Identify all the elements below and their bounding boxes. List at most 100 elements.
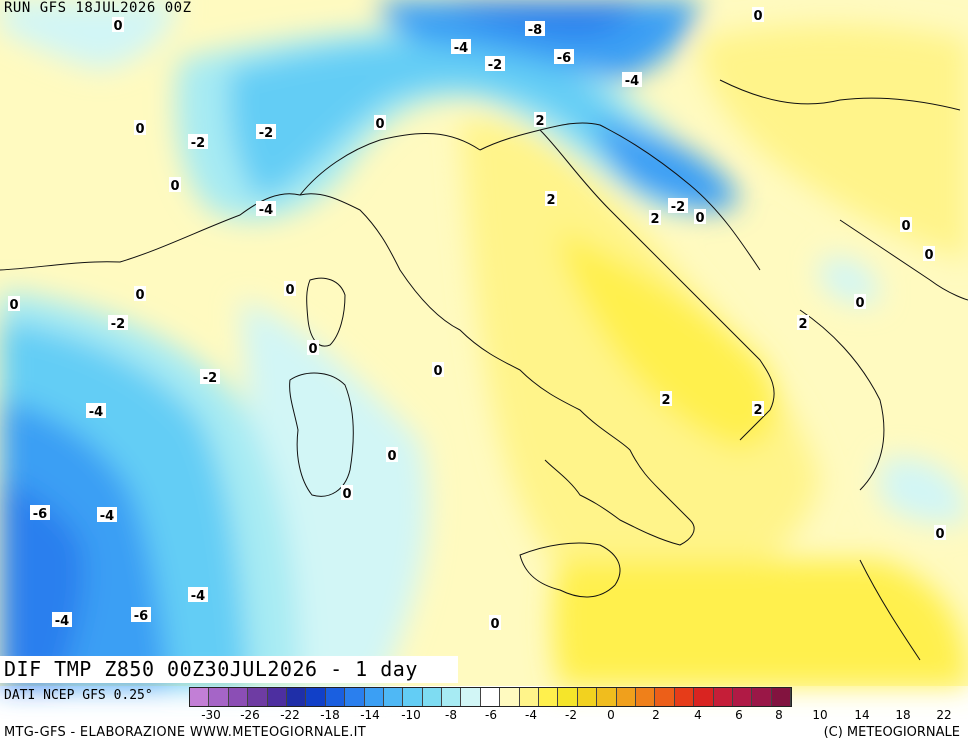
legend-tick-label: -6 [485,708,497,722]
contour-label: 0 [285,283,294,298]
legend-tick-label: -30 [201,708,221,722]
contour-label-bg [451,39,471,54]
contour-label: -8 [528,23,542,38]
legend-swatch [306,688,326,706]
contour-label-bg [86,403,106,418]
contour-label-bg [134,286,146,301]
contour-label-bg [649,210,661,225]
legend-tick-label: 14 [854,708,870,722]
legend-swatch [732,688,753,706]
legend-swatch [694,688,714,706]
legend-tick-label: -26 [240,708,260,722]
contour-label-bg [854,294,866,309]
legend-swatch [422,688,443,706]
contour-label-bg [489,615,501,630]
legend-swatch [713,688,733,706]
contour-label: 0 [113,19,122,34]
legend-tick-label: 18 [895,708,911,722]
contour-label: -2 [111,317,125,332]
coastlines [0,79,968,661]
contour-label-bg [694,209,706,224]
contour-label: 2 [753,403,762,418]
contour-label: 2 [546,193,555,208]
contour-label-bg [797,315,809,330]
contour-label-bg [622,72,642,87]
anomaly-field [0,0,968,686]
legend-swatch [539,688,559,706]
contour-label: 0 [901,219,910,234]
contour-label-bg [934,525,946,540]
legend-tick-label: -18 [320,708,340,722]
contour-label: 0 [9,298,18,313]
legend-swatch [655,688,675,706]
contour-label-bg [112,17,124,32]
contour-label: -4 [259,203,273,218]
contour-label: -4 [454,41,468,56]
contour-label: -2 [488,58,502,73]
contour-label: -4 [89,405,103,420]
legend-swatch [771,688,792,706]
contour-label-bg [386,447,398,462]
contour-label-bg [545,191,557,206]
legend-tick-label: -22 [280,708,300,722]
legend-tick-label: 8 [775,708,783,722]
contour-label-bg [923,246,935,261]
contour-label: 0 [135,288,144,303]
contour-label-bg [169,177,181,192]
legend-swatch [461,688,481,706]
contour-label-bg [256,124,276,139]
legend-swatch [248,688,268,706]
contour-label: 0 [924,248,933,263]
contour-label-bg [8,296,20,311]
contour-label-bg [900,217,912,232]
contour-label-bg [432,362,444,377]
contour-label-bg [52,612,72,627]
run-label: RUN GFS 18JUL2026 00Z [4,0,192,16]
contour-label-bg [97,507,117,522]
legend-tick-labels: -30 -26 -22 -18 -14 -10 -8 -6 -4 -2 0 2 4 6 8 10 14 18 22 [0,708,968,724]
contour-label-bg [188,134,208,149]
footer-copyright: (C) METEOGIORNALE [823,725,960,740]
contour-label-bg [525,21,545,36]
contour-label: 0 [170,179,179,194]
contour-label-bg [30,505,50,520]
color-scale-legend [189,687,793,707]
contour-label: 0 [387,449,396,464]
legend-tick-label: -10 [401,708,421,722]
contour-label: 0 [433,364,442,379]
contour-label-bg [660,391,672,406]
legend-tick-label: 0 [607,708,615,722]
contour-label-bg [284,281,296,296]
map-title: DIF TMP Z850 00Z30JUL2026 - 1 day [0,656,458,683]
contour-label: 2 [661,393,670,408]
contour-label: -4 [191,589,205,604]
legend-swatch [558,688,578,706]
legend-swatch [500,688,520,706]
contour-label-bg [307,340,319,355]
contour-label-bg [752,401,764,416]
legend-swatch [442,688,462,706]
legend-swatch [267,688,287,706]
contour-label: 0 [308,342,317,357]
contour-label: 0 [135,122,144,137]
contour-label-bg [131,607,151,622]
legend-tick-label: -4 [525,708,537,722]
contour-label-bg [752,7,764,22]
contour-label: -4 [625,74,639,89]
contour-label: 0 [375,117,384,132]
legend-swatch [635,688,656,706]
legend-tick-label: 4 [694,708,702,722]
contour-label-bg [200,369,220,384]
legend-tick-label: -14 [360,708,380,722]
legend-swatch [577,688,598,706]
contour-label: 2 [650,212,659,227]
contour-label: -2 [203,371,217,386]
contour-label: 0 [342,487,351,502]
contour-label: -6 [557,51,571,66]
legend-tick-label: 6 [735,708,743,722]
contour-label: 0 [753,9,762,24]
contour-label: -6 [33,507,47,522]
legend-swatch [403,688,423,706]
